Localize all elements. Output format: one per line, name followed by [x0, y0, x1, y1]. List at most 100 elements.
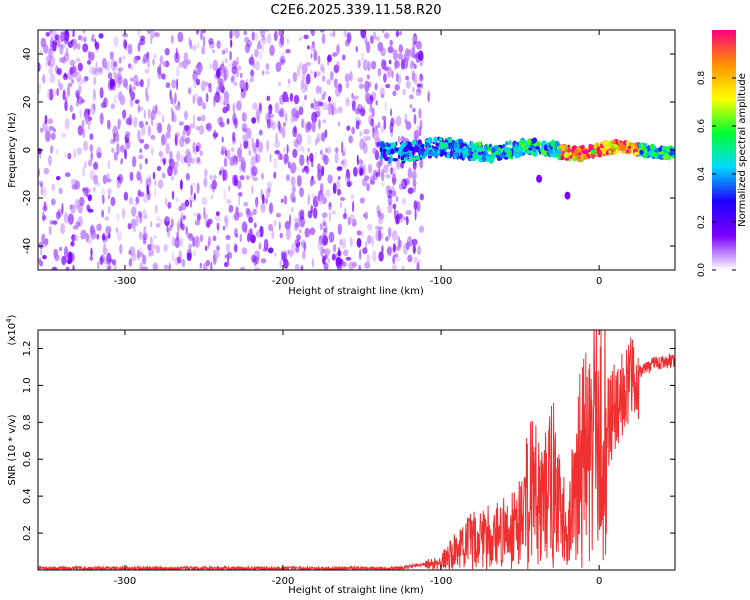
noise-cell: [367, 223, 373, 231]
noise-cell: [103, 230, 110, 238]
noise-cell: [152, 171, 156, 180]
noise-cell: [366, 41, 371, 54]
noise-cell: [323, 262, 329, 270]
snr-xtick-label: -100: [430, 576, 453, 587]
noise-cell: [40, 37, 44, 49]
noise-cell: [69, 59, 76, 66]
noise-cell: [226, 198, 232, 205]
noise-cell: [419, 193, 424, 201]
noise-cell: [355, 46, 358, 53]
noise-cell: [175, 104, 181, 111]
noise-cell: [337, 223, 342, 235]
noise-cell: [374, 225, 381, 231]
noise-cell: [128, 63, 131, 69]
signal-cell: [432, 151, 438, 157]
noise-cell: [273, 252, 277, 257]
noise-cell: [113, 36, 119, 48]
noise-cell: [350, 194, 355, 200]
noise-cell: [378, 226, 383, 231]
noise-cell: [53, 248, 59, 258]
noise-cell: [293, 94, 300, 105]
noise-cell: [76, 43, 81, 50]
noise-cell: [343, 30, 348, 38]
noise-cell: [145, 93, 149, 102]
noise-cell: [99, 87, 104, 99]
noise-cell: [74, 180, 81, 190]
noise-cell: [134, 202, 139, 207]
noise-cell: [164, 216, 171, 222]
noise-cell: [192, 94, 195, 105]
signal-cell: [623, 140, 627, 146]
noise-cell: [377, 160, 381, 172]
noise-cell: [39, 49, 43, 55]
noise-cell: [233, 242, 236, 247]
noise-cell: [326, 79, 331, 85]
noise-cell: [413, 73, 418, 83]
noise-cell: [287, 249, 290, 255]
signal-cell: [418, 149, 424, 155]
noise-cell: [317, 55, 321, 65]
signal-cell: [462, 154, 466, 159]
noise-cell: [333, 107, 338, 115]
noise-cell: [180, 154, 184, 166]
noise-cell: [233, 81, 238, 86]
noise-cell: [283, 258, 289, 269]
noise-cell: [103, 258, 108, 265]
noise-cell: [413, 200, 418, 211]
noise-cell: [399, 31, 403, 36]
noise-cell: [91, 67, 97, 75]
noise-cell: [386, 245, 393, 257]
noise-cell: [339, 238, 343, 246]
noise-cell: [152, 262, 158, 270]
noise-cell: [299, 209, 305, 221]
noise-cell: [267, 247, 274, 254]
noise-cell: [83, 189, 86, 197]
noise-cell: [54, 34, 60, 40]
noise-cell: [401, 178, 408, 190]
noise-cell: [98, 33, 104, 39]
signal-cell: [408, 150, 412, 158]
noise-cell: [234, 118, 238, 129]
signal-cell: [490, 154, 494, 161]
noise-cell: [173, 166, 178, 176]
noise-cell: [276, 119, 281, 128]
noise-cell: [244, 81, 249, 92]
noise-cell: [247, 233, 251, 243]
noise-cell: [359, 197, 365, 204]
snr-xtick-label: -300: [114, 576, 137, 587]
signal-cell: [433, 136, 438, 144]
noise-cell: [229, 156, 235, 167]
noise-cell: [135, 81, 141, 87]
noise-cell: [200, 114, 206, 122]
noise-cell: [317, 169, 322, 181]
noise-cell: [182, 59, 189, 69]
noise-cell: [177, 31, 184, 43]
noise-cell: [116, 212, 120, 223]
noise-cell: [140, 35, 146, 41]
noise-cell: [389, 39, 393, 46]
noise-cell: [204, 168, 208, 178]
noise-cell: [241, 122, 248, 133]
noise-cell: [384, 100, 387, 111]
noise-cell: [364, 211, 369, 220]
noise-cell: [227, 62, 233, 69]
noise-cell: [223, 100, 226, 107]
noise-cell: [391, 176, 397, 184]
noise-cell: [370, 60, 377, 70]
signal-cell: [482, 157, 487, 161]
snr-multiplier-exp: 4: [5, 318, 13, 323]
noise-cell: [197, 96, 203, 107]
noise-cell: [176, 65, 180, 77]
noise-cell: [56, 38, 62, 46]
noise-cell: [180, 218, 183, 230]
noise-cell: [125, 131, 131, 138]
signal-cell: [579, 145, 585, 149]
signal-cell: [663, 153, 670, 160]
noise-cell: [380, 47, 386, 57]
noise-cell: [102, 247, 109, 255]
noise-cell: [185, 226, 189, 235]
noise-cell: [220, 150, 226, 155]
noise-cell: [201, 45, 206, 55]
noise-cell: [275, 132, 278, 144]
noise-cell: [131, 218, 136, 229]
